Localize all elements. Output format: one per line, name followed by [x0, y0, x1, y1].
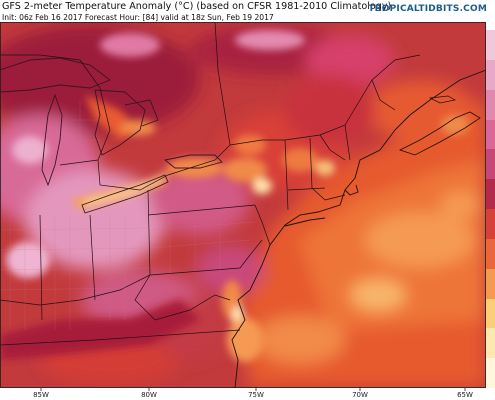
colorbar-swatch — [486, 328, 495, 359]
colorbar — [486, 30, 495, 389]
lon-label-80w: 80W — [141, 391, 157, 399]
state-borders — [0, 22, 421, 346]
colorbar-swatch — [486, 119, 495, 150]
colorbar-swatch — [486, 358, 495, 389]
colorbar-swatch — [486, 238, 495, 269]
lon-label-70w: 70W — [352, 391, 368, 399]
long-island-outline — [284, 217, 326, 227]
longitude-ticks — [40, 388, 466, 391]
nova-scotia-outline — [398, 111, 481, 156]
colorbar-swatch — [486, 268, 495, 299]
colorbar-swatch — [486, 89, 495, 120]
map-title: GFS 2-meter Temperature Anomaly (°C) (ba… — [2, 1, 392, 12]
cape-cod-outline — [344, 184, 359, 196]
county-lines — [0, 100, 256, 330]
lon-label-75w: 75W — [248, 391, 264, 399]
map-area — [0, 22, 486, 388]
lon-label-65w: 65W — [457, 391, 473, 399]
coastline — [231, 69, 486, 388]
pei-outline — [428, 95, 456, 104]
colorbar-swatch — [486, 59, 495, 90]
colorbar-swatch — [486, 179, 495, 210]
run-info: Init: 06z Feb 16 2017 Forecast Hour: [84… — [2, 13, 274, 22]
lon-label-85w: 85W — [33, 391, 49, 399]
colorbar-swatch — [486, 149, 495, 180]
colorbar-swatch — [486, 30, 495, 60]
colorbar-swatch — [486, 209, 495, 239]
brand-label[interactable]: TROPICALTIDBITS.COM — [368, 4, 487, 14]
great-lakes — [0, 57, 223, 214]
map-border — [0, 22, 486, 388]
colorbar-swatch — [486, 298, 495, 329]
